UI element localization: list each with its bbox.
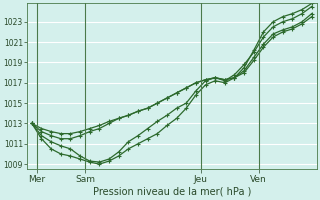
X-axis label: Pression niveau de la mer( hPa ): Pression niveau de la mer( hPa ) [92,187,251,197]
